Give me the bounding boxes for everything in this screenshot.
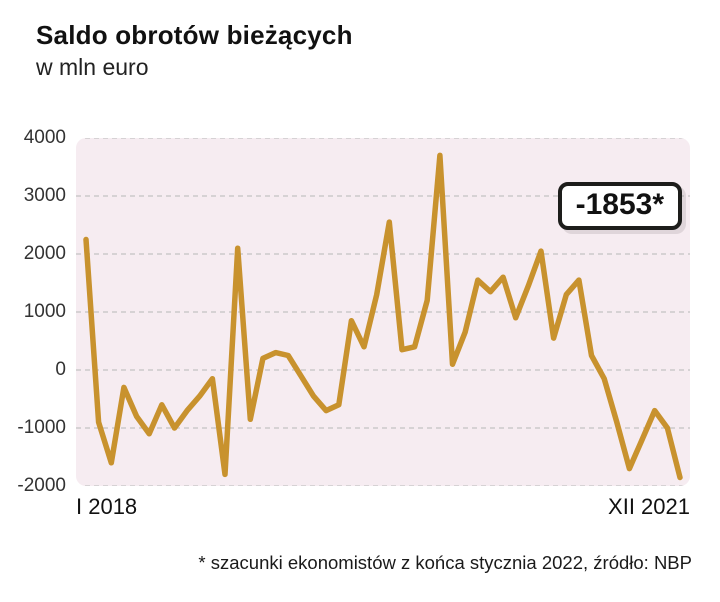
y-axis-tick-label: 0: [55, 359, 66, 380]
x-axis-label-end: XII 2021: [608, 494, 690, 519]
x-axis-label-start: I 2018: [76, 494, 138, 519]
callout-value: -1853*: [557, 182, 682, 230]
source-footnote: * szacunki ekonomistów z końca stycznia …: [198, 552, 692, 573]
y-axis-tick-label: 4000: [23, 127, 66, 148]
chart-subtitle: w mln euro: [36, 54, 149, 80]
y-axis-tick-label: 1000: [23, 301, 66, 322]
line-chart-svg: [76, 138, 690, 486]
y-axis-tick-label: -1000: [17, 417, 66, 438]
y-axis-tick-label: -2000: [17, 475, 66, 496]
data-line: [83, 152, 683, 481]
y-axis-tick-label: 2000: [23, 243, 66, 264]
chart-title: Saldo obrotów bieżących: [36, 20, 353, 50]
y-axis-tick-label: 3000: [23, 185, 66, 206]
